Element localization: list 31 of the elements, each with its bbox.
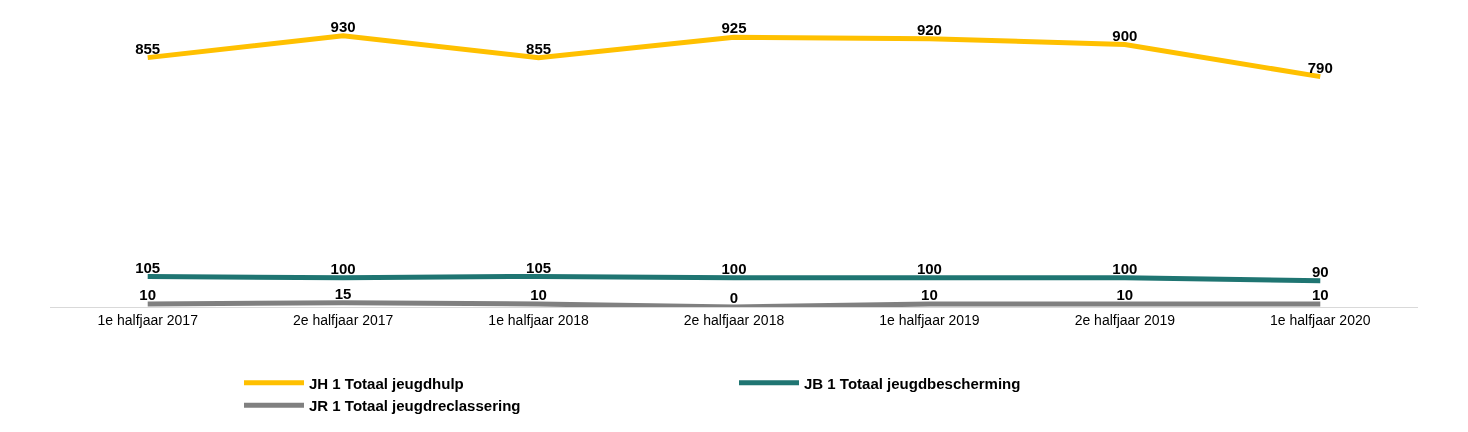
data-label: 0 — [729, 289, 739, 307]
data-label: 930 — [330, 18, 356, 36]
data-label: 105 — [135, 258, 161, 276]
data-label: 10 — [530, 286, 547, 304]
x-tick-label: 1e halfjaar 2020 — [1270, 311, 1371, 328]
legend-label: JH 1 Totaal jeugdhulp — [309, 374, 464, 392]
x-tick-label: 1e halfjaar 2017 — [97, 311, 199, 328]
data-label: 100 — [330, 260, 356, 278]
data-label: 790 — [1307, 58, 1333, 76]
data-label: 15 — [334, 284, 352, 302]
data-label: 900 — [1112, 26, 1138, 44]
data-label: 100 — [721, 260, 747, 278]
data-label: 10 — [1116, 286, 1134, 304]
x-tick-label: 2e halfjaar 2017 — [292, 311, 394, 328]
legend-label: JB 1 Totaal jeugdbescherming — [804, 374, 1021, 392]
data-label: 90 — [1311, 263, 1329, 280]
x-tick-label: 1e halfjaar 2018 — [488, 311, 589, 328]
data-label: 105 — [526, 258, 552, 276]
data-label: 100 — [1112, 260, 1138, 278]
data-label: 10 — [139, 286, 157, 304]
x-tick-label: 2e halfjaar 2018 — [683, 311, 785, 328]
legend-label: JR 1 Totaal jeugdreclassering — [309, 397, 521, 414]
data-label: 10 — [1311, 286, 1329, 304]
data-label: 10 — [921, 286, 938, 304]
data-label: 855 — [135, 39, 161, 57]
data-label: 920 — [916, 20, 942, 38]
x-tick-label: 1e halfjaar 2019 — [879, 311, 980, 328]
data-label: 925 — [721, 19, 747, 37]
data-label: 100 — [916, 260, 942, 278]
x-tick-label: 2e halfjaar 2019 — [1074, 311, 1176, 328]
data-label: 855 — [526, 39, 552, 57]
